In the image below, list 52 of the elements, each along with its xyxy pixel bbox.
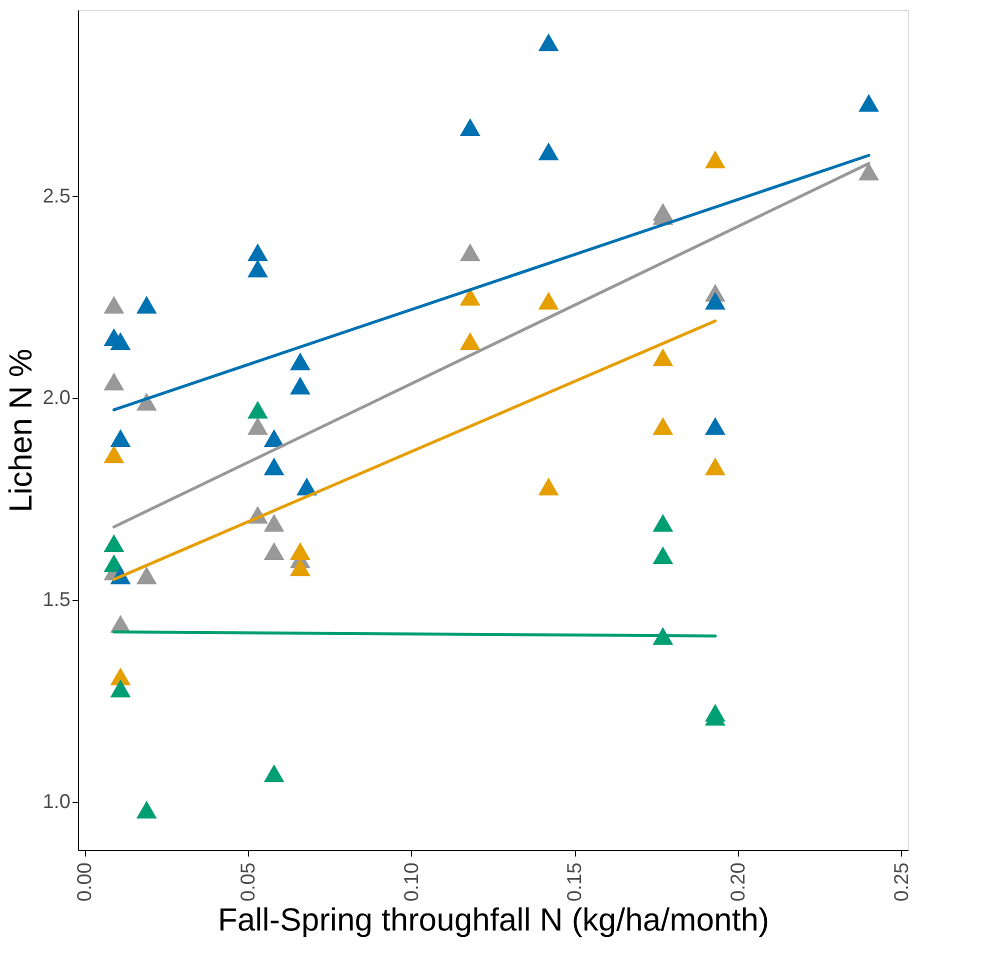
point: [290, 352, 310, 370]
point: [460, 243, 480, 262]
point: [247, 417, 268, 435]
point: [104, 296, 124, 314]
point: [136, 296, 157, 314]
point: [652, 514, 674, 532]
x-tick-label: 0.00: [74, 862, 96, 902]
point: [460, 332, 480, 350]
x-axis-title: Fall-Spring throughfall N (kg/ha/month): [218, 901, 770, 938]
point: [704, 150, 726, 168]
point: [104, 445, 124, 464]
point: [704, 457, 726, 476]
y-tick-label: 2.0: [42, 387, 70, 410]
point: [290, 558, 310, 576]
point: [136, 800, 157, 818]
point: [104, 372, 124, 390]
point: [110, 680, 131, 698]
y-axis-title: Lichen N %: [2, 348, 39, 512]
point: [247, 260, 268, 278]
point: [264, 429, 284, 447]
point: [652, 417, 674, 435]
x-tick-label: 0.15: [564, 862, 586, 902]
point: [538, 142, 559, 160]
point: [290, 376, 310, 394]
point: [652, 546, 674, 564]
point: [110, 332, 131, 350]
point: [264, 764, 284, 782]
point: [290, 542, 310, 560]
point: [110, 429, 131, 447]
point: [538, 292, 559, 310]
point: [538, 33, 559, 52]
point: [538, 478, 559, 496]
y-tick-label: 1.0: [42, 791, 70, 814]
point: [460, 118, 480, 136]
point: [264, 514, 284, 532]
point: [652, 348, 674, 366]
x-tick-label: 0.10: [400, 862, 423, 902]
point: [858, 94, 880, 112]
point: [264, 542, 284, 560]
point: [136, 566, 157, 584]
x-tick-label: 0.20: [728, 862, 750, 902]
y-tick-label: 2.5: [42, 185, 70, 208]
point: [704, 292, 726, 310]
point: [264, 457, 284, 476]
x-tick-label: 0.25: [890, 862, 913, 902]
point: [247, 243, 268, 262]
y-tick-label: 1.5: [42, 589, 70, 612]
point: [858, 162, 880, 180]
point: [247, 400, 268, 419]
x-tick-label: 0.05: [237, 862, 260, 902]
point: [104, 534, 124, 552]
point: [704, 417, 726, 435]
